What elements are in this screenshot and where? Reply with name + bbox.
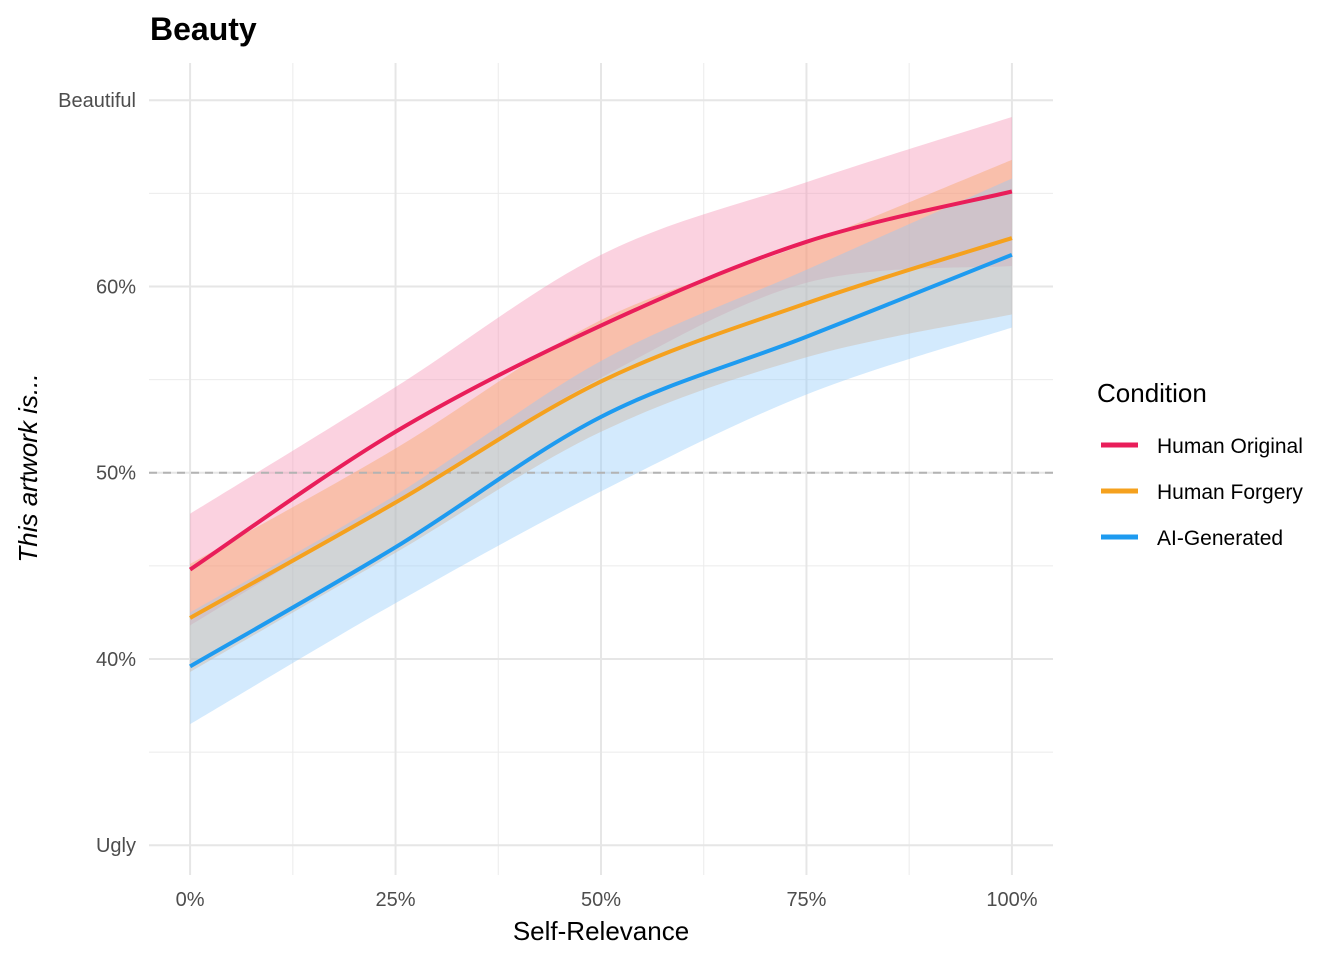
ribbon-human-original xyxy=(190,117,1012,626)
x-tick-label: 0% xyxy=(176,889,205,911)
chart-title: Beauty xyxy=(150,11,257,47)
y-axis-title: This artwork is... xyxy=(13,373,43,562)
legend-label-human-original: Human Original xyxy=(1157,435,1303,458)
x-tick-labels: 0% 25% 50% 75% 100% xyxy=(176,889,1038,911)
line-human-forgery xyxy=(189,236,1013,620)
legend-title: Condition xyxy=(1097,378,1207,408)
line-human-original xyxy=(188,189,1013,572)
legend: Condition Human Original Human Forgery AI-… xyxy=(1097,378,1303,550)
y-tick-label: 40% xyxy=(96,649,136,671)
y-tick-label: Ugly xyxy=(96,835,136,857)
y-tick-label: Beautiful xyxy=(58,90,136,112)
ribbon-ai-generated xyxy=(190,178,1012,725)
y-tick-label: 50% xyxy=(96,463,136,485)
x-tick-label: 100% xyxy=(986,889,1037,911)
x-tick-label: 25% xyxy=(376,889,416,911)
series-lines xyxy=(188,189,1013,669)
y-tick-label: 60% xyxy=(96,276,136,298)
x-axis-title: Self-Relevance xyxy=(513,916,689,946)
grid-major xyxy=(149,63,1053,875)
legend-label-ai-generated: AI-Generated xyxy=(1157,527,1283,550)
y-tick-labels: Ugly 40% 50% 60% Beautiful xyxy=(58,90,136,857)
legend-label-human-forgery: Human Forgery xyxy=(1157,481,1303,504)
x-tick-label: 50% xyxy=(581,889,621,911)
x-tick-label: 75% xyxy=(786,889,826,911)
line-ai-generated xyxy=(189,252,1013,669)
